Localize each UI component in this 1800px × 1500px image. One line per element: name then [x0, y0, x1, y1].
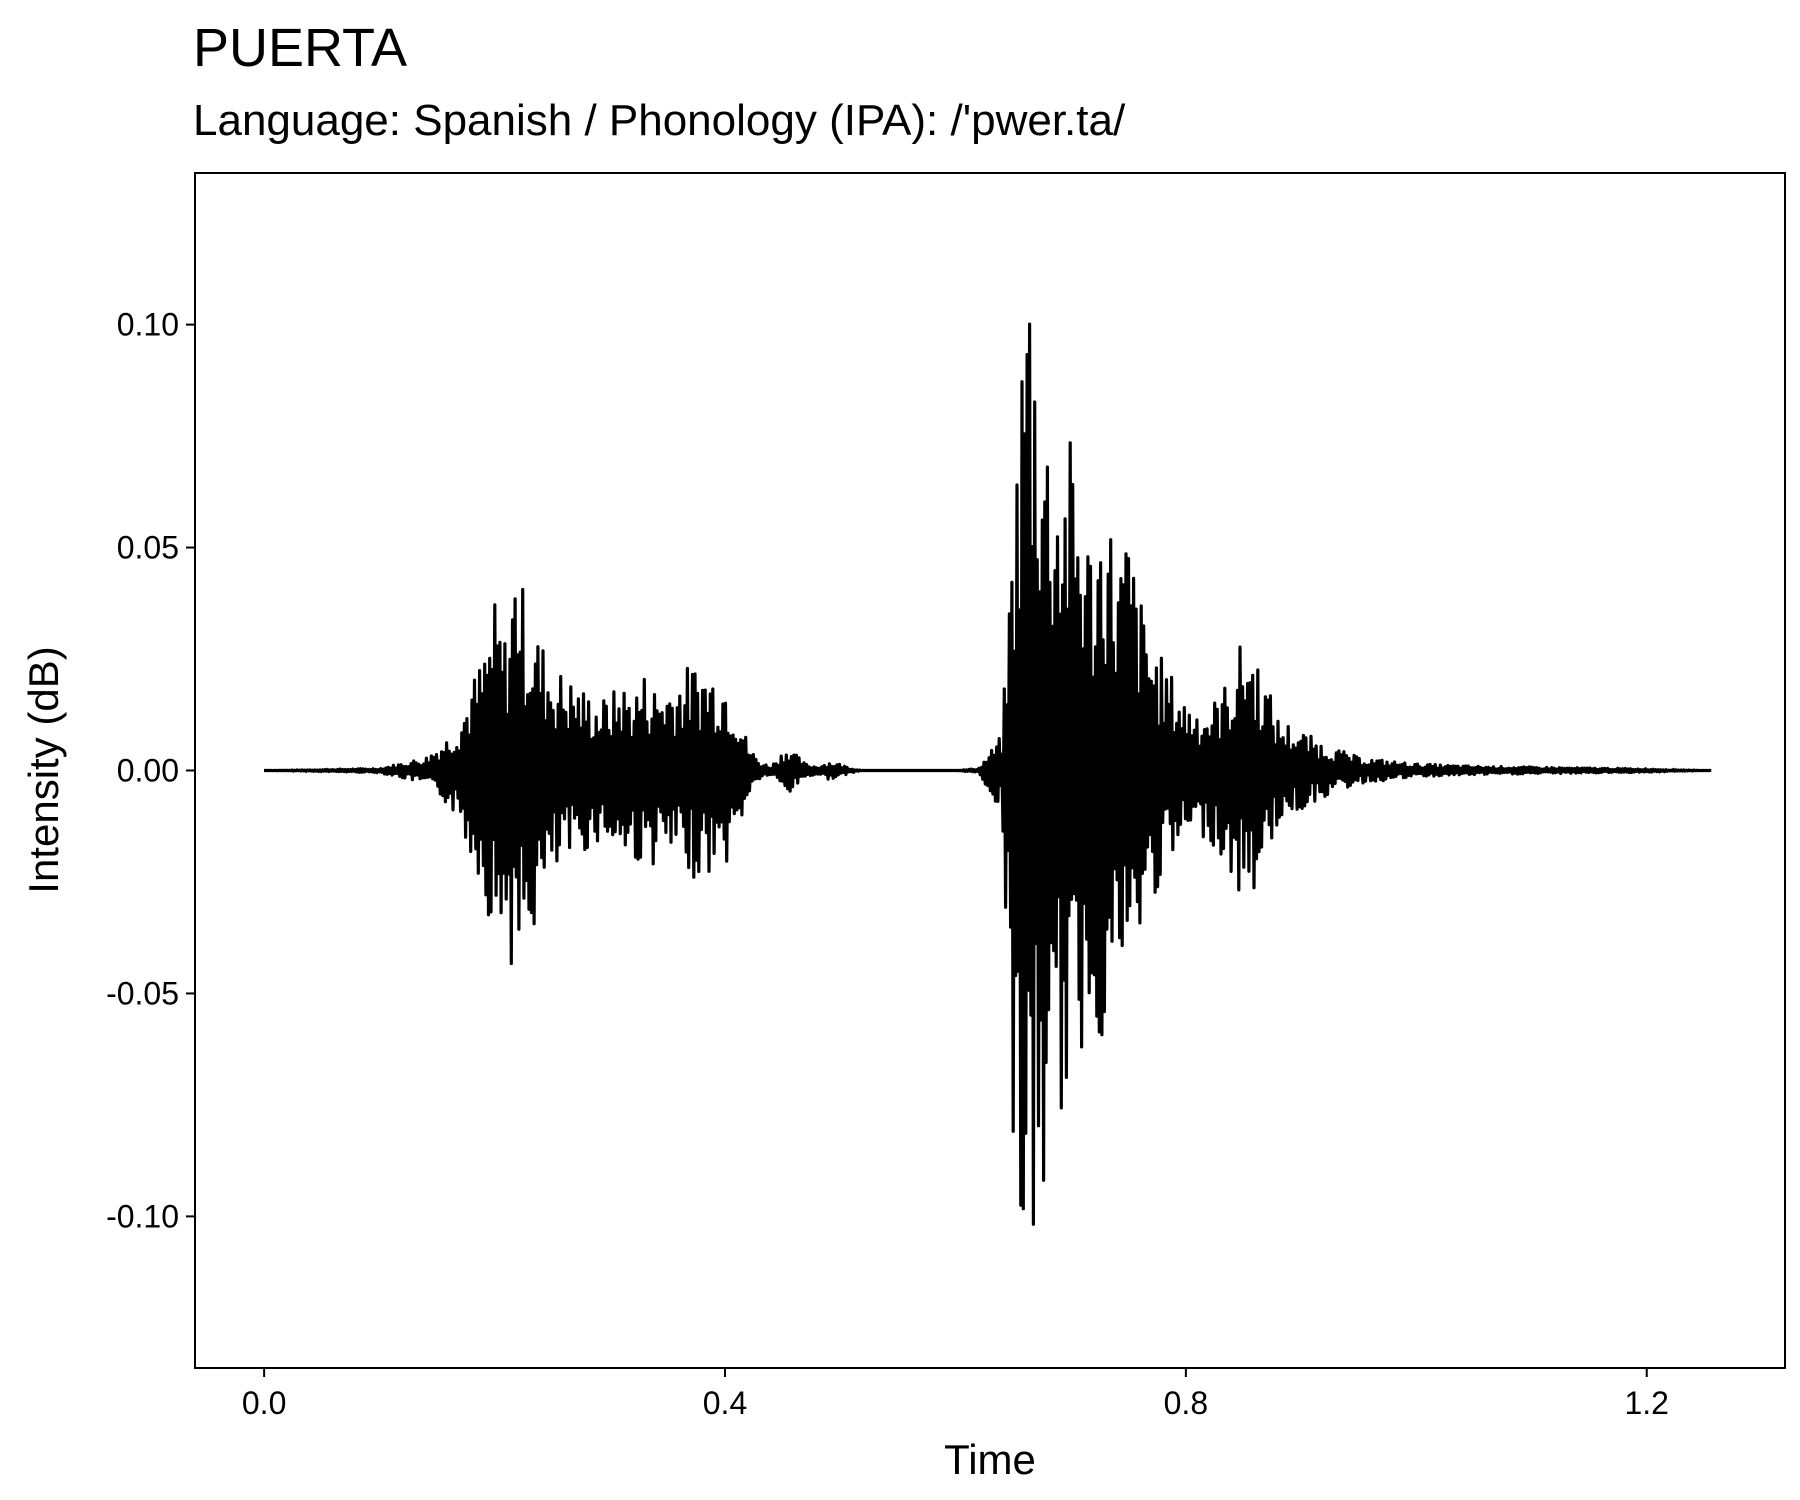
waveform-line — [263, 322, 1711, 1226]
y-tick-label: -0.05 — [106, 975, 179, 1011]
y-tick-label: 0.05 — [117, 530, 179, 566]
y-tick-label: -0.10 — [106, 1198, 179, 1234]
x-tick-label: 0.4 — [703, 1385, 747, 1421]
chart-title: PUERTA — [193, 18, 407, 78]
x-tick-label: 0.8 — [1164, 1385, 1208, 1421]
x-axis-label: Time — [944, 1436, 1036, 1483]
x-axis: 0.0 0.4 0.8 1.2 — [242, 1368, 1669, 1421]
y-axis-label: Intensity (dB) — [20, 646, 67, 893]
y-tick-label: 0.00 — [117, 753, 179, 789]
y-axis: -0.10 -0.05 0.00 0.05 0.10 — [106, 307, 195, 1234]
chart-subtitle: Language: Spanish / Phonology (IPA): /'p… — [193, 96, 1126, 145]
y-tick-label: 0.10 — [117, 307, 179, 343]
x-tick-label: 0.0 — [242, 1385, 286, 1421]
waveform-series — [263, 322, 1712, 1226]
x-tick-label: 1.2 — [1624, 1385, 1668, 1421]
